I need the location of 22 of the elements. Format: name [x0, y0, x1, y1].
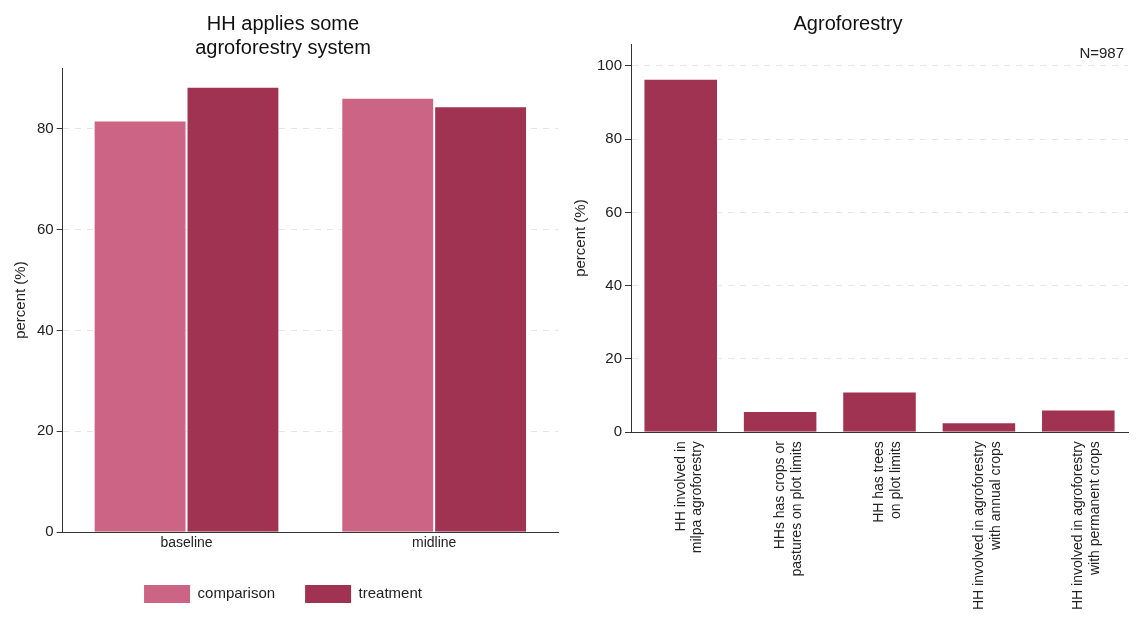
y-tick-label: 0: [613, 422, 623, 440]
y-tick-label: 80: [605, 129, 623, 147]
y-tick-label: 20: [37, 421, 54, 439]
y-tick-label: 100: [597, 56, 623, 74]
y-tick-label: 60: [605, 202, 623, 220]
annotation: N=987: [1079, 43, 1124, 61]
x-tick-label: midline: [411, 534, 457, 551]
legend-label: treatment: [358, 584, 423, 602]
legend-label: comparison: [197, 584, 276, 602]
y-axis-title: percent (%): [571, 199, 589, 277]
y-axis-title: percent (%): [11, 261, 29, 339]
x-tick-label: baseline: [160, 534, 213, 551]
y-tick-label: 80: [37, 118, 54, 136]
x-tick-label: HH involved in milpa agroforestry: [671, 441, 705, 554]
y-tick-label: 60: [37, 219, 54, 237]
y-tick-label: 0: [45, 522, 54, 540]
chart-title: HH applies some agroforestry system: [195, 11, 371, 58]
x-tick-label: HH has trees on plot limits: [870, 441, 904, 523]
chart-title: Agroforestry: [793, 11, 903, 34]
y-tick-label: 40: [37, 320, 54, 338]
y-tick-label: 20: [605, 349, 623, 367]
y-tick-label: 40: [605, 275, 623, 293]
